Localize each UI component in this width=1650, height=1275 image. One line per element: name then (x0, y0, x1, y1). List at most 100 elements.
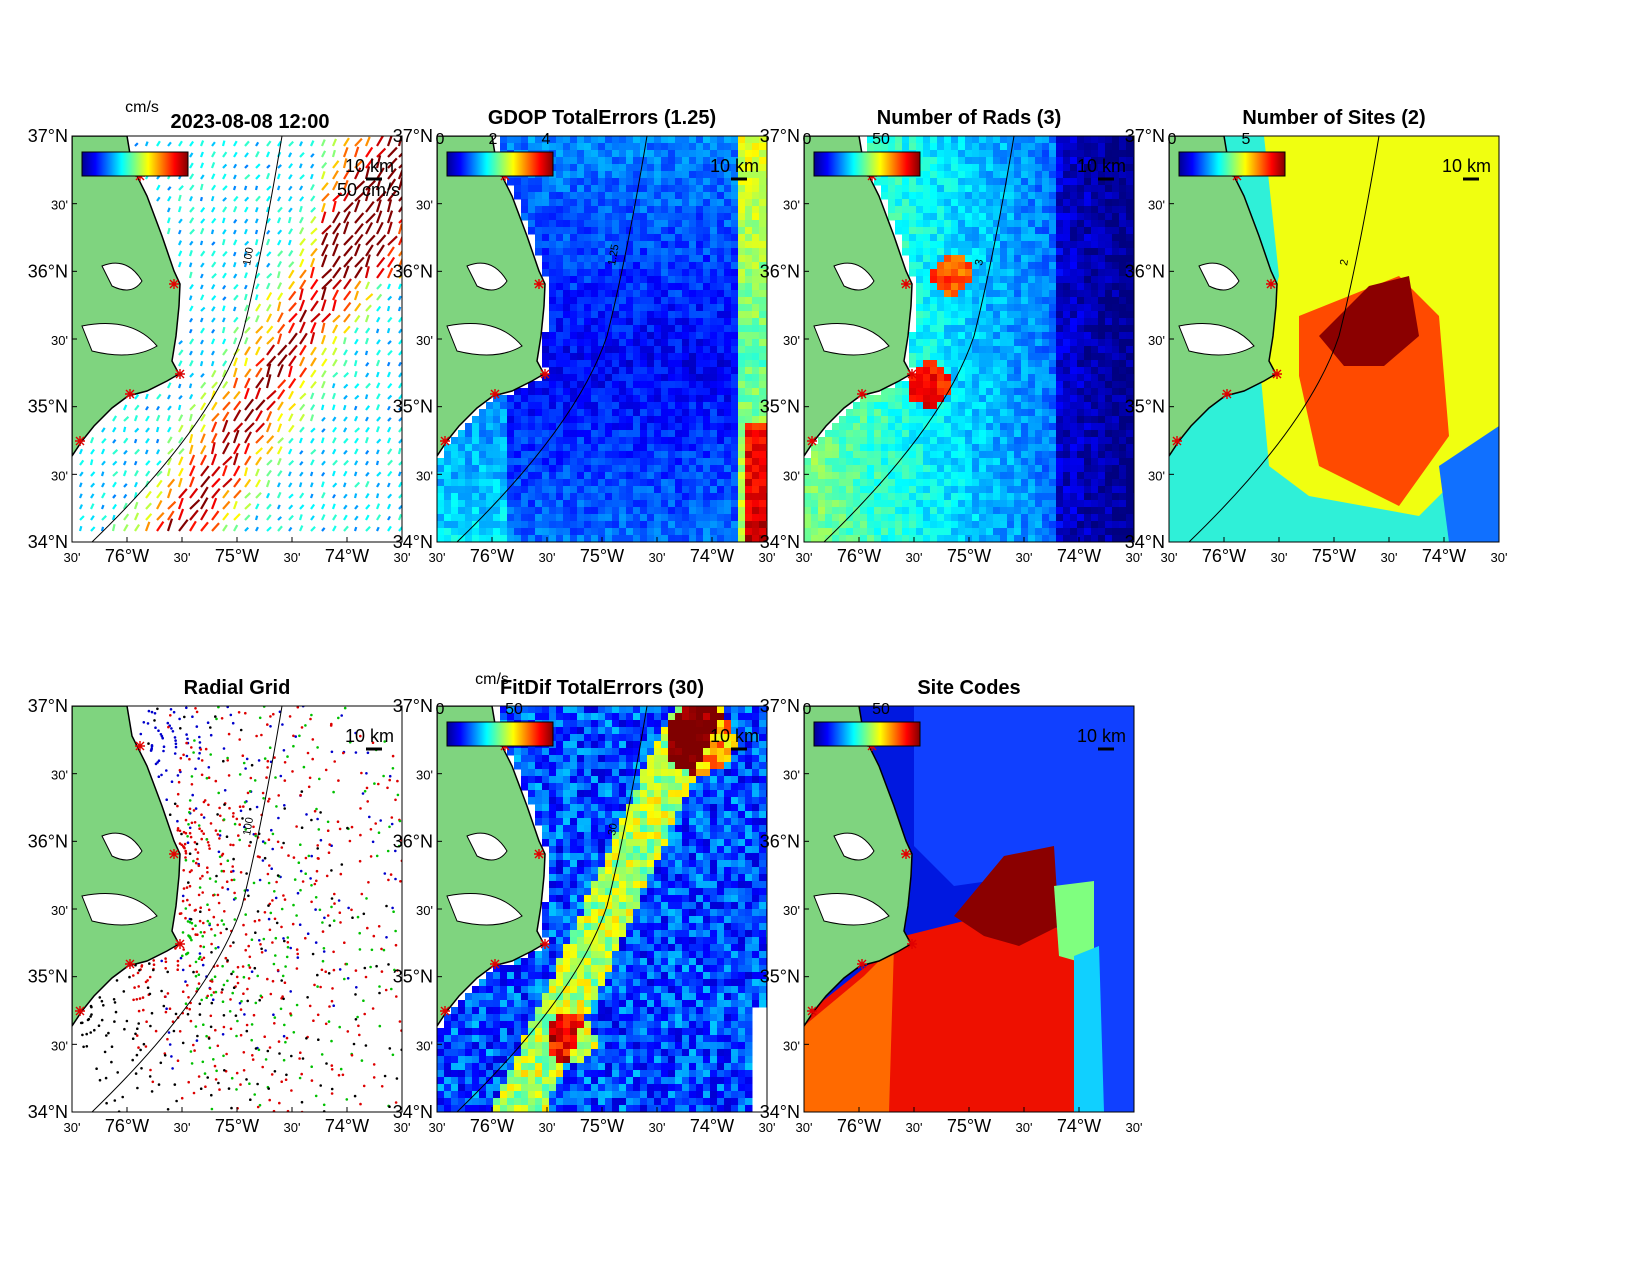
heat-cell (1126, 451, 1134, 459)
heat-cell (1000, 465, 1008, 473)
heat-cell (598, 241, 606, 249)
heat-cell (598, 444, 606, 452)
current-vector (321, 460, 326, 466)
current-vector (277, 446, 283, 455)
heat-cell (993, 248, 1001, 256)
heat-cell (717, 241, 725, 249)
heat-cell (1126, 346, 1134, 354)
heat-cell (661, 374, 669, 382)
heat-cell (626, 241, 634, 249)
heat-cell (654, 220, 662, 228)
current-vector (364, 281, 370, 290)
heat-cell (605, 269, 613, 277)
heat-cell (647, 395, 655, 403)
heat-cell (752, 458, 760, 466)
heat-cell (535, 444, 543, 452)
heat-cell (661, 290, 669, 298)
heat-cell (1091, 360, 1099, 368)
heat-cell (472, 430, 480, 438)
current-vector (134, 393, 140, 400)
heat-cell (951, 255, 959, 263)
heat-cell (591, 255, 599, 263)
heat-cell (731, 255, 739, 263)
heat-cell (951, 339, 959, 347)
heat-cell (759, 199, 767, 207)
heat-cell (951, 416, 959, 424)
current-vector (178, 414, 184, 422)
heat-cell (759, 318, 767, 326)
heat-cell (724, 332, 732, 340)
heat-cell (514, 486, 522, 494)
heat-cell (668, 465, 676, 473)
heat-cell (1000, 262, 1008, 270)
heat-cell (696, 178, 704, 186)
current-vector (398, 492, 402, 499)
lon-tick-label: 74°W (690, 546, 734, 566)
heat-cell (570, 416, 578, 424)
current-vector (189, 217, 195, 224)
heat-cell (1126, 325, 1134, 333)
heat-cell (493, 479, 501, 487)
heat-cell (1014, 367, 1022, 375)
heat-cell (993, 171, 1001, 179)
heat-cell (696, 388, 704, 396)
current-vector (222, 229, 227, 235)
current-vector (78, 504, 83, 510)
heat-cell (1063, 227, 1071, 235)
heat-cell (689, 276, 697, 284)
heat-cell (1000, 143, 1008, 151)
current-vector (199, 227, 205, 235)
heat-cell (549, 227, 557, 235)
heat-cell (479, 472, 487, 480)
heat-cell (738, 157, 746, 165)
heat-cell (689, 178, 697, 186)
heat-cell (937, 276, 945, 284)
heat-cell (626, 402, 634, 410)
heat-cell (993, 283, 1001, 291)
current-vector (79, 471, 84, 477)
heat-cell (668, 199, 676, 207)
heat-cell (759, 409, 767, 417)
heat-cell (1112, 276, 1120, 284)
heat-cell (682, 374, 690, 382)
heat-cell (860, 465, 868, 473)
current-vector (353, 526, 358, 532)
heat-cell (731, 276, 739, 284)
heat-cell (1091, 178, 1099, 186)
heat-cell (598, 276, 606, 284)
heat-cell (626, 318, 634, 326)
heat-cell (1028, 423, 1036, 431)
heat-cell (633, 423, 641, 431)
heat-cell (577, 458, 585, 466)
heat-cell (654, 325, 662, 333)
heat-cell (549, 297, 557, 305)
heat-cell (584, 381, 592, 389)
current-vector (255, 410, 263, 422)
heat-cell (923, 283, 931, 291)
current-vector (277, 344, 288, 356)
current-vector (321, 224, 332, 235)
heat-cell (1014, 262, 1022, 270)
current-vector (222, 197, 227, 202)
heat-cell (1028, 262, 1036, 270)
heat-cell (598, 409, 606, 417)
heat-cell (584, 444, 592, 452)
current-vector (320, 286, 327, 301)
heat-cell (731, 227, 739, 235)
heat-cell (986, 234, 994, 242)
heat-cell (916, 276, 924, 284)
current-vector (320, 437, 325, 444)
heat-cell (745, 451, 753, 459)
heat-cell (937, 381, 945, 389)
heat-cell (1105, 409, 1113, 417)
heat-cell (916, 269, 924, 277)
heat-cell (874, 423, 882, 431)
heat-cell (640, 262, 648, 270)
heat-cell (640, 143, 648, 151)
heat-cell (633, 458, 641, 466)
heat-cell (944, 423, 952, 431)
current-vector (112, 470, 119, 477)
heat-cell (612, 192, 620, 200)
current-vector (342, 147, 349, 158)
current-vector (299, 426, 305, 433)
